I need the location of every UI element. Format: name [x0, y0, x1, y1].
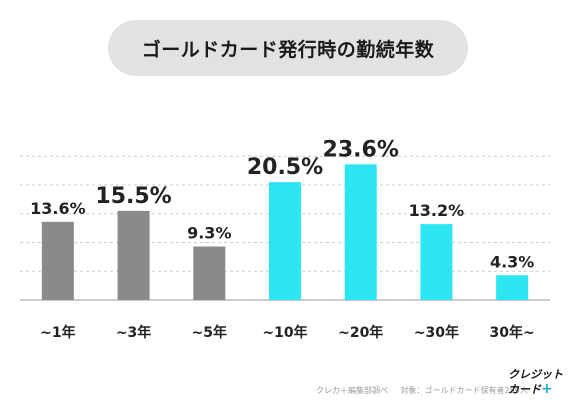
x-tick-label: ~30年 — [414, 324, 459, 341]
bar — [496, 275, 529, 300]
source-note: クレカ＋編集部調べ — [316, 386, 388, 395]
chart-title: ゴールドカード発行時の勤続年数 — [141, 38, 435, 61]
bar — [420, 224, 453, 300]
x-tick-label: ~5年 — [192, 324, 227, 341]
data-label: 20.5% — [247, 155, 323, 180]
bar — [344, 164, 377, 300]
logo-line1: クレジット — [508, 368, 563, 381]
data-label: 4.3% — [490, 252, 534, 271]
bar — [193, 246, 226, 300]
x-tick-label: 30年~ — [490, 324, 535, 341]
bar — [41, 221, 74, 300]
logo-line2: カード — [508, 383, 541, 396]
footer-note: クレカ＋編集部調べ 対象：ゴールドカード保有者259人 — [316, 385, 538, 396]
data-label: 9.3% — [187, 224, 231, 243]
x-tick-label: ~10年 — [262, 324, 307, 341]
x-tick-label: ~1年 — [40, 324, 75, 341]
logo-plus: + — [541, 381, 553, 397]
x-tick-label: ~3年 — [116, 324, 151, 341]
data-label: 13.6% — [30, 199, 86, 218]
data-label: 15.5% — [95, 184, 171, 209]
data-label: 13.2% — [409, 201, 465, 220]
x-tick-label: ~20年 — [338, 324, 383, 341]
chart-title-pill: ゴールドカード発行時の勤続年数 — [108, 20, 468, 76]
bar — [269, 182, 301, 300]
bar — [117, 210, 150, 300]
brand-logo: クレジット カード+ — [508, 368, 564, 402]
target-note: 対象：ゴールドカード保有者259人 — [400, 386, 528, 395]
data-label: 23.6% — [323, 137, 399, 162]
